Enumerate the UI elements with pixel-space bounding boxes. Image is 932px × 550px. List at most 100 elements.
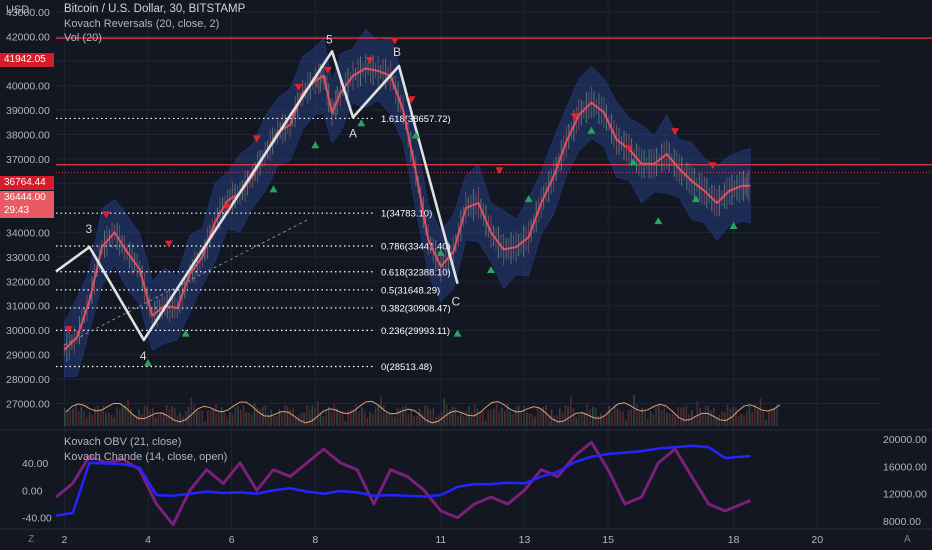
auto-scale-button[interactable]: A xyxy=(904,534,911,545)
currency-selector[interactable]: USD xyxy=(6,4,29,16)
volume-bar xyxy=(308,409,311,426)
volume-bar xyxy=(592,406,594,426)
volume-bar xyxy=(770,408,773,426)
volume-bar xyxy=(322,416,325,426)
volume-bar xyxy=(740,413,743,426)
volume-bar xyxy=(286,406,289,426)
fib-label-0.5: 0.5(31648.29) xyxy=(381,285,440,296)
volume-bar xyxy=(578,414,580,426)
volume-bar xyxy=(226,417,228,426)
volume-bar xyxy=(528,413,531,426)
volume-bar xyxy=(652,413,655,426)
volume-bar xyxy=(669,413,671,426)
volume-bar xyxy=(328,406,330,426)
volume-bar xyxy=(424,405,426,426)
indicator-chande[interactable]: Kovach Chande (14, close, open) xyxy=(64,451,228,463)
volume-bar xyxy=(64,408,66,426)
reversal-arrow-down xyxy=(570,113,579,121)
volume-bar xyxy=(715,417,718,426)
volume-bar xyxy=(300,411,303,426)
reversal-arrow-up xyxy=(357,119,366,127)
volume-bar xyxy=(292,407,294,426)
volume-bar xyxy=(352,408,355,426)
volume-bar xyxy=(561,412,564,426)
volume-bar xyxy=(682,407,685,426)
volume-bar xyxy=(262,406,264,426)
volume-bar xyxy=(143,405,146,426)
reversal-arrow-up xyxy=(269,185,278,193)
volume-bar xyxy=(325,410,327,426)
volume-bar xyxy=(209,409,212,426)
volume-bar xyxy=(179,412,182,426)
reversal-arrow-down xyxy=(294,84,303,92)
volume-bar xyxy=(253,402,256,426)
volume-bar xyxy=(688,414,690,426)
volume-bar xyxy=(432,407,435,426)
volume-bar xyxy=(361,407,363,426)
time-tick-label: 11 xyxy=(435,534,446,546)
wave-label-B: B xyxy=(393,45,401,59)
volume-bar xyxy=(589,408,591,426)
volume-bar xyxy=(336,408,338,426)
volume-bar xyxy=(680,408,682,426)
volume-bar xyxy=(273,415,275,426)
volume-bar xyxy=(559,408,561,426)
reversal-arrow-up xyxy=(587,126,596,134)
reversal-arrow-down xyxy=(164,240,173,248)
volume-bar xyxy=(600,413,602,426)
volume-bar xyxy=(259,408,261,426)
volume-bar xyxy=(460,412,462,426)
volume-bar xyxy=(685,405,688,426)
volume-bar xyxy=(138,408,140,426)
indicator-reversals[interactable]: Kovach Reversals (20, close, 2) xyxy=(64,18,220,30)
zoom-button[interactable]: Z xyxy=(28,534,35,545)
volume-bar xyxy=(377,405,380,426)
volume-bar xyxy=(168,409,171,426)
wave-label-4: 4 xyxy=(140,349,147,363)
obv-tick-label: 20000.00 xyxy=(883,434,927,446)
time-tick-label: 13 xyxy=(519,534,531,546)
volume-bar xyxy=(229,411,231,426)
volume-bar xyxy=(443,398,446,426)
volume-bar xyxy=(391,414,393,426)
volume-bar xyxy=(215,404,217,426)
price-tick-label: 37000.00 xyxy=(6,154,50,166)
volume-bar xyxy=(776,404,778,426)
bar-countdown: 29:43 xyxy=(0,204,54,218)
obv-tick-label: 12000.00 xyxy=(883,489,927,501)
volume-bar xyxy=(119,409,121,426)
volume-bar xyxy=(267,413,270,426)
volume-bar xyxy=(413,415,415,426)
volume-bar xyxy=(396,407,399,426)
volume-bar xyxy=(149,409,151,426)
volume-bar xyxy=(295,416,297,426)
volume-bar xyxy=(490,409,492,426)
volume-bar xyxy=(649,411,652,426)
reversal-arrows xyxy=(64,37,738,366)
volume-bar xyxy=(154,416,157,426)
volume-ma-line xyxy=(65,400,781,424)
volume-bar xyxy=(289,409,292,426)
volume-bar xyxy=(207,410,209,426)
volume-bar xyxy=(97,405,99,426)
volume-bar xyxy=(523,405,525,426)
volume-bar xyxy=(275,415,278,426)
volume-bar xyxy=(212,408,215,426)
volume-bar xyxy=(248,412,250,426)
volume-bar xyxy=(297,414,300,426)
volume-bar xyxy=(157,414,160,426)
volume-bar xyxy=(724,412,726,426)
symbol-title[interactable]: Bitcoin / U.S. Dollar, 30, BITSTAMP xyxy=(64,3,246,15)
volume-bar xyxy=(410,409,413,426)
volume-bar xyxy=(520,410,523,426)
volume-bar xyxy=(493,409,495,426)
volume-bar xyxy=(660,410,663,426)
volume-bar xyxy=(674,416,677,426)
volume-bar xyxy=(220,407,223,426)
indicator-obv[interactable]: Kovach OBV (21, close) xyxy=(64,436,182,448)
volume-bar xyxy=(341,411,344,426)
indicator-volume[interactable]: Vol (20) xyxy=(64,32,102,44)
price-tick-label: 30000.00 xyxy=(6,325,50,337)
volume-bar xyxy=(457,415,459,426)
